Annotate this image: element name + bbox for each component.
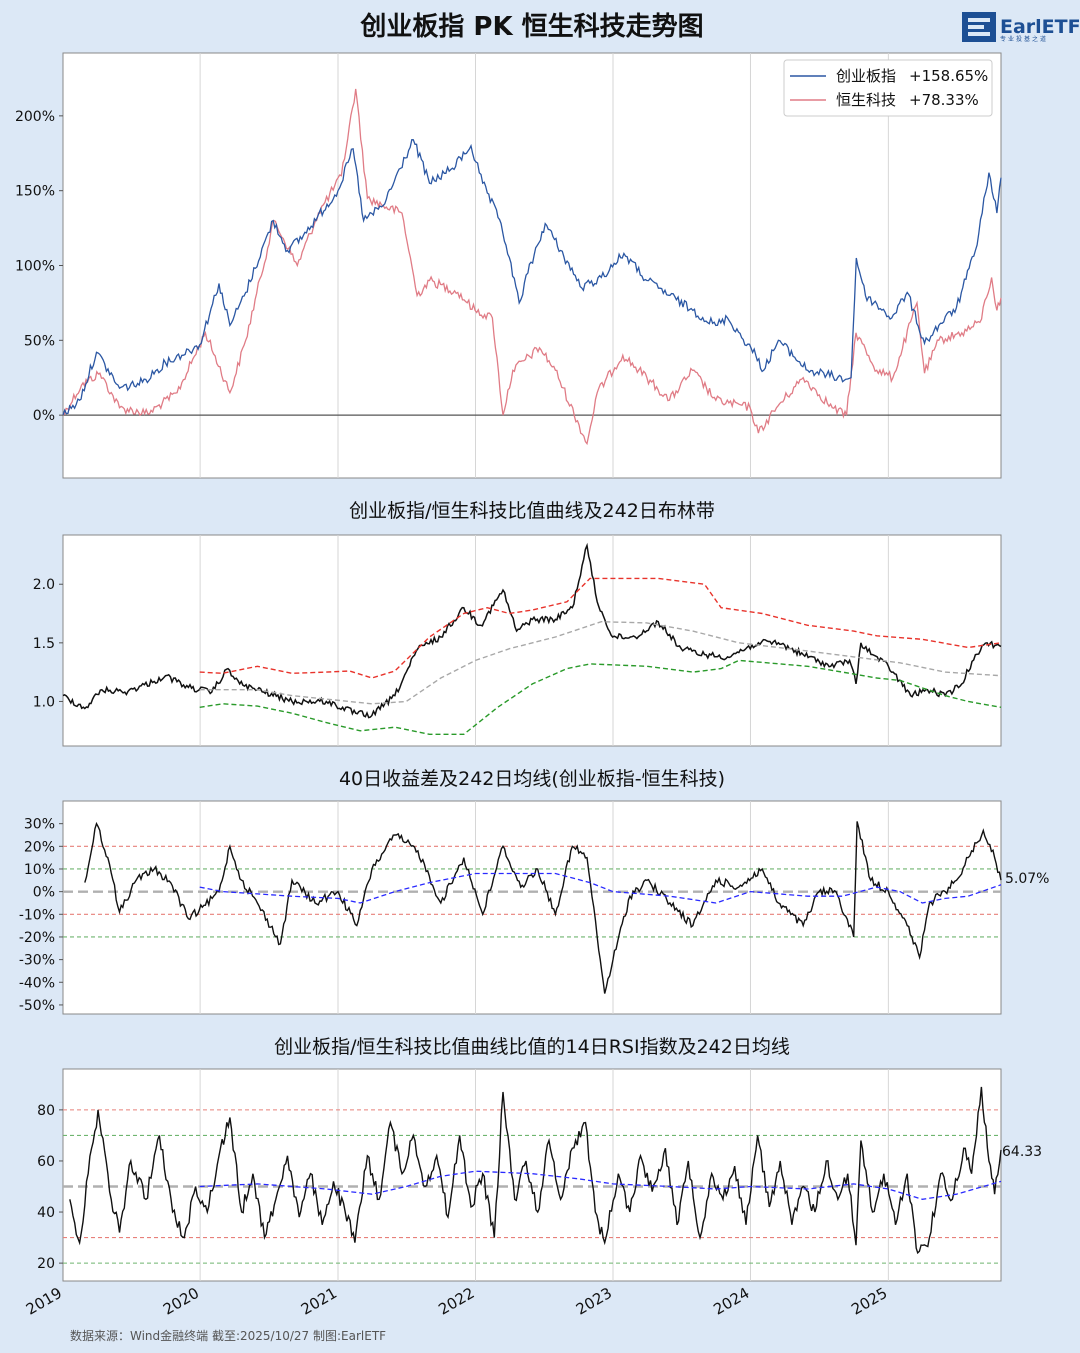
y-tick-label: 0% <box>33 885 55 901</box>
y-tick-label: 1.5 <box>33 636 55 652</box>
y-tick-label: 2.0 <box>33 577 55 593</box>
panel2-title: 创业板指/恒生科技比值曲线及242日布林带 <box>349 500 715 522</box>
logo-subtext: 专业投基之道 <box>1000 35 1048 43</box>
y-tick-label: 60 <box>37 1154 55 1170</box>
panel1-series <box>62 88 1002 446</box>
panel1-plot-area <box>62 52 1002 479</box>
panel-cumulative-return: 0% 50% 100% 150% 200% 创业板指 +158.65% 恒生科技 +78… <box>15 52 1002 479</box>
legend-box <box>783 59 993 117</box>
y-tick-label: -40% <box>19 975 55 991</box>
panel4-series <box>69 1086 1002 1255</box>
series-line-hs <box>62 88 1002 446</box>
panel1-y-ticks: 0% 50% 100% 150% 200% <box>15 109 63 424</box>
panel-40d-spread: 40日收益差及242日均线(创业板指-恒生科技) -50% -40% -30% -20… <box>19 768 1049 1015</box>
series-line-ma <box>199 1170 1002 1200</box>
y-tick-label: 20% <box>24 839 55 855</box>
legend-value-cyb: +158.65% <box>909 67 988 85</box>
series-line-cyb <box>62 139 1002 416</box>
series-line-ratio <box>62 542 1002 719</box>
y-tick-label: 1.0 <box>33 694 55 710</box>
series-line-lower <box>199 659 1002 735</box>
panel3-last-value: 5.07% <box>1005 871 1049 887</box>
y-tick-label: 150% <box>15 184 55 200</box>
main-title: 创业板指 PK 恒生科技走势图 <box>359 12 703 42</box>
panel4-y-ticks: 20 40 60 80 <box>37 1103 63 1272</box>
legend: 创业板指 +158.65% 恒生科技 +78.33% <box>783 59 993 117</box>
panel2-gridlines <box>199 535 889 746</box>
series-line-rsi <box>69 1086 1002 1255</box>
panel3-plot-area <box>62 800 1002 1015</box>
y-tick-label: 10% <box>24 862 55 878</box>
panel-ratio-bollinger: 创业板指/恒生科技比值曲线及242日布林带 1.0 1.5 2.0 <box>33 500 1002 747</box>
source-note: 数据来源：Wind金融终端 截至:2025/10/27 制图:EarlETF <box>70 1328 386 1343</box>
y-tick-label: -50% <box>19 998 55 1014</box>
y-tick-label: 0% <box>33 408 55 424</box>
y-tick-label: -10% <box>19 907 55 923</box>
series-line-upper <box>199 577 1002 679</box>
series-line-ma <box>199 872 1002 904</box>
y-tick-label: -30% <box>19 953 55 969</box>
y-tick-label: 30% <box>24 817 55 833</box>
panel4-plot-area <box>62 1068 1002 1282</box>
panel-rsi: 创业板指/恒生科技比值曲线比值的14日RSI指数及242日均线 20 40 60 80… <box>37 1036 1042 1282</box>
panel2-y-ticks: 1.0 1.5 2.0 <box>33 577 63 710</box>
panel2-series <box>62 542 1002 735</box>
logo-text: EarlETF <box>1000 16 1080 38</box>
y-tick-label: -20% <box>19 930 55 946</box>
panel4-title: 创业板指/恒生科技比值曲线比值的14日RSI指数及242日均线 <box>274 1036 790 1058</box>
series-line-mid <box>199 620 1002 705</box>
y-tick-label: 50% <box>24 333 55 349</box>
panel4-last-value: 64.33 <box>1002 1144 1042 1160</box>
legend-label-cyb: 创业板指 <box>836 67 896 85</box>
y-tick-label: 40 <box>37 1205 55 1221</box>
panel4-gridlines <box>199 1069 889 1281</box>
y-tick-label: 20 <box>37 1256 55 1272</box>
panel3-series <box>84 821 1002 994</box>
y-tick-label: 200% <box>15 109 55 125</box>
y-tick-label: 80 <box>37 1103 55 1119</box>
series-line-spread <box>84 821 1002 994</box>
panel3-title: 40日收益差及242日均线(创业板指-恒生科技) <box>339 768 725 790</box>
panel2-plot-area <box>62 534 1002 747</box>
panel3-y-ticks: -50% -40% -30% -20% -10% 0% 10% 20% 30% <box>19 817 63 1014</box>
y-tick-label: 100% <box>15 259 55 275</box>
legend-value-hs: +78.33% <box>909 91 979 109</box>
earletf-logo: EarlETF 专业投基之道 <box>962 12 1080 43</box>
panel3-gridlines <box>199 801 889 1014</box>
legend-label-hs: 恒生科技 <box>836 91 896 109</box>
